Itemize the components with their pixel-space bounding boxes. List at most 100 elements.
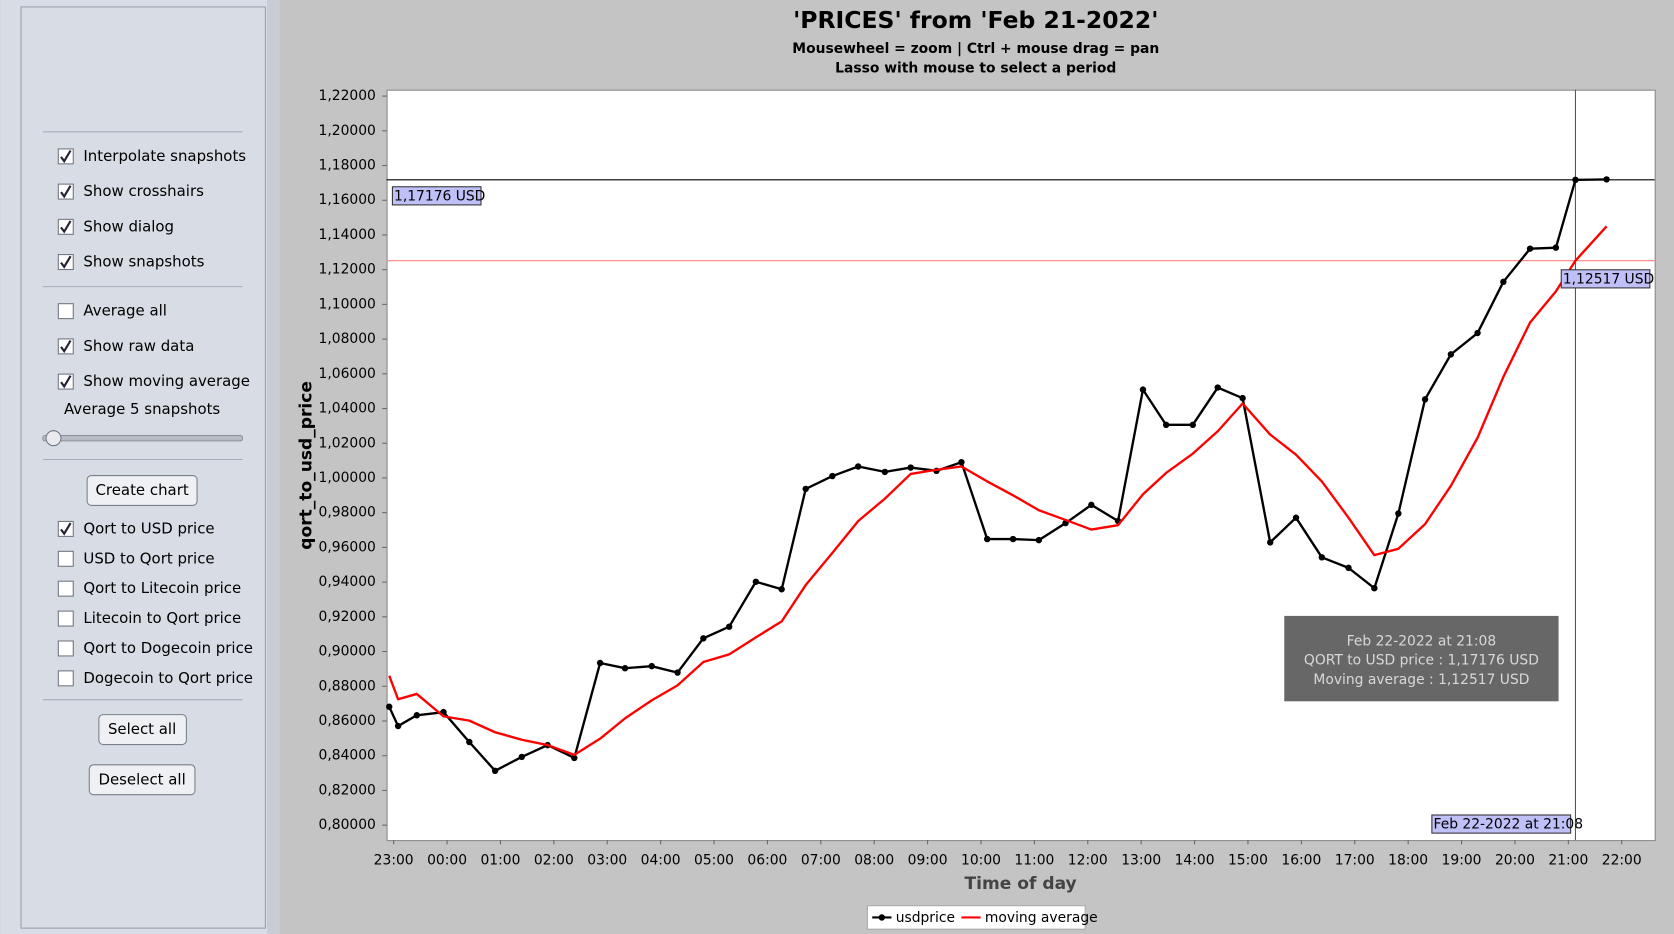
y-axis-label: qort_to_usd_price [296,381,316,550]
legend-marker [878,914,886,921]
y-tick-label: 1,10000 [319,296,376,312]
data-point[interactable] [1345,564,1352,572]
x-tick-label: 02:00 [534,852,574,868]
data-point[interactable] [621,665,629,672]
checkbox[interactable] [57,610,74,627]
slider-knob[interactable] [45,430,62,447]
checkbox[interactable] [57,303,74,320]
data-point[interactable] [518,753,526,761]
splitter[interactable] [266,0,280,934]
checkbox-label: Qort to Dogecoin price [83,639,253,657]
checkbox-label: Average all [83,302,167,320]
x-tick-label: 07:00 [801,852,841,868]
y-tick-label: 1,22000 [319,88,376,104]
data-point[interactable] [752,578,760,585]
data-point[interactable] [1371,584,1378,592]
x-tick-label: 14:00 [1175,852,1215,868]
checkbox[interactable] [57,580,74,597]
series-line [388,225,1608,757]
data-point[interactable] [1421,396,1429,403]
y-tick-label: 1,04000 [319,401,376,417]
checkbox[interactable] [57,670,74,687]
data-point[interactable] [907,464,914,471]
checkbox-label: Show dialog [83,217,174,235]
data-point[interactable] [854,463,862,470]
data-point[interactable] [1395,510,1402,517]
x-tick-label: 10:00 [961,852,1001,868]
data-point[interactable] [1318,554,1326,561]
data-point[interactable] [1162,421,1170,429]
deselect-all-button[interactable] [88,764,196,796]
x-tick-label: 04:00 [641,852,681,868]
data-point[interactable] [413,712,421,719]
x-tick-label: 22:00 [1602,852,1642,868]
data-point[interactable] [596,659,604,667]
checkbox-label: Interpolate snapshots [83,147,246,165]
create-chart-button[interactable] [86,475,198,506]
data-point[interactable] [725,623,733,630]
data-point[interactable] [1500,278,1507,286]
plot-area[interactable] [386,89,1656,842]
data-point[interactable] [881,468,889,476]
data-point[interactable] [958,458,965,466]
data-point[interactable] [829,472,836,480]
x-tick-label: 23:00 [374,852,414,868]
x-tick-label: 08:00 [854,852,894,868]
checkbox[interactable] [57,640,74,657]
checkbox-label: USD to Qort price [83,549,214,567]
data-point[interactable] [1009,535,1017,543]
x-tick-label: 15:00 [1228,852,1268,868]
y-tick-label: 0,92000 [319,609,376,625]
data-point[interactable] [1139,386,1147,393]
data-point[interactable] [1292,514,1300,521]
x-tick-label: 05:00 [694,852,734,868]
data-point[interactable] [700,635,707,642]
data-point[interactable] [1088,501,1095,509]
slider-track[interactable] [42,434,243,442]
x-tick-label: 03:00 [587,852,627,868]
y-tick-label: 1,20000 [319,123,376,139]
data-point[interactable] [1035,536,1043,544]
data-point[interactable] [1526,245,1534,252]
data-point[interactable] [1447,351,1455,358]
data-point[interactable] [491,767,499,775]
data-point[interactable] [648,662,655,670]
y-tick-label: 1,18000 [319,158,376,174]
crosshair-label-box [1431,814,1572,834]
checkmark [60,149,72,164]
legend-label: moving average [985,910,1098,926]
data-point[interactable] [778,586,785,593]
data-point[interactable] [466,738,473,746]
select-all-button[interactable] [98,714,187,746]
checkmark [60,220,72,234]
x-tick-label: 19:00 [1442,852,1482,868]
data-point[interactable] [1603,176,1610,183]
x-tick-label: 11:00 [1014,852,1054,868]
checkbox-label: Show moving average [83,372,250,390]
crosshair-label: Feb 22-2022 at 21:08 [1433,817,1583,833]
data-point[interactable] [1474,329,1481,337]
data-point[interactable] [1552,244,1560,251]
checkbox[interactable] [57,550,74,567]
y-tick-label: 0,86000 [319,713,376,729]
data-point[interactable] [386,703,393,710]
x-tick-label: 16:00 [1281,852,1321,868]
data-point[interactable] [571,754,578,762]
data-point[interactable] [394,722,402,730]
data-point[interactable] [802,485,809,493]
data-point[interactable] [984,535,991,543]
data-point[interactable] [674,669,681,676]
checkbox-label: Show raw data [83,337,194,355]
data-point[interactable] [1572,176,1579,184]
data-point[interactable] [1189,421,1196,429]
y-tick-label: 0,84000 [319,748,376,764]
chart-title: 'PRICES' from 'Feb 21-2022' [793,6,1158,34]
x-tick-label: 20:00 [1495,852,1535,868]
data-point[interactable] [1267,539,1274,546]
x-tick-label: 09:00 [908,852,948,868]
x-axis-label: Time of day [964,874,1076,894]
data-point[interactable] [1239,394,1246,402]
data-point[interactable] [1214,384,1221,391]
checkmark [60,375,72,389]
